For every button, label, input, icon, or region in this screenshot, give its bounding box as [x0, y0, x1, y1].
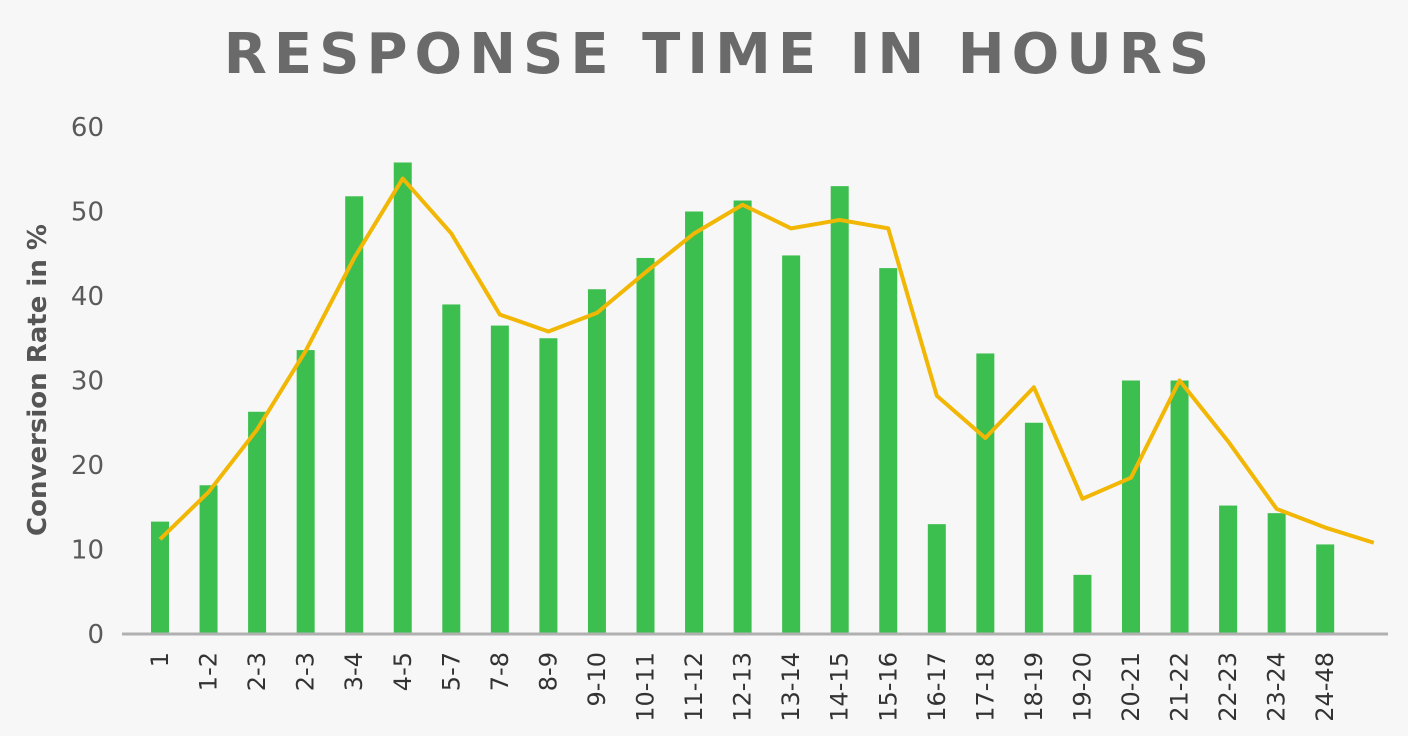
x-tick-label: 22-23: [1214, 652, 1242, 722]
bar: [927, 524, 946, 634]
bar: [1024, 422, 1043, 634]
bar: [151, 521, 169, 634]
x-tick-label: 18-19: [1020, 652, 1048, 722]
bar: [490, 325, 509, 634]
x-tick-label: 23-24: [1263, 652, 1291, 722]
x-tick-label: 13-14: [777, 652, 805, 722]
bar: [345, 196, 364, 635]
x-tick-label: 11-12: [680, 652, 708, 722]
x-tick-label: 10-11: [632, 652, 660, 722]
y-tick-label: 60: [71, 113, 104, 143]
bar: [636, 257, 655, 634]
bar: [442, 304, 461, 634]
chart-title: RESPONSE TIME IN HOURS: [223, 22, 1217, 87]
y-axis-ticks: 0 10 20 30 40 50 60: [71, 113, 104, 650]
bar: [782, 255, 801, 634]
x-tick-label: 7-8: [486, 652, 514, 691]
x-tick-label: 2-3: [292, 652, 320, 691]
x-axis-ticks: 1 1-2 2-3 2-3 3-4 4-5 5-7 7-8 8-9 9-10 10-11 11-12 1…: [146, 652, 1339, 722]
bar: [248, 411, 267, 634]
x-tick-label: 19-20: [1068, 652, 1096, 722]
x-tick-label: 21-22: [1166, 652, 1194, 722]
bar: [199, 485, 218, 634]
x-tick-label: 1-2: [195, 652, 223, 691]
x-tick-label: 5-7: [437, 652, 465, 691]
y-tick-label: 50: [71, 198, 104, 228]
x-tick-label: 3-4: [340, 652, 368, 691]
x-tick-label: 14-15: [826, 652, 854, 722]
x-tick-label: 24-48: [1311, 652, 1339, 722]
bar: [296, 350, 315, 634]
y-tick-label: 30: [71, 367, 104, 397]
bar: [685, 211, 704, 634]
x-tick-label: 17-18: [971, 652, 999, 722]
x-tick-label: 8-9: [534, 652, 562, 691]
x-tick-label: 9-10: [583, 652, 611, 706]
y-tick-label: 10: [71, 536, 104, 566]
x-tick-label: 12-13: [729, 652, 757, 722]
y-tick-label: 40: [71, 282, 104, 312]
bar: [1267, 513, 1286, 634]
bar: [976, 353, 995, 634]
bar: [393, 162, 412, 635]
bar-series: [151, 162, 1335, 635]
y-tick-label: 20: [71, 451, 104, 481]
bar: [1170, 380, 1189, 634]
x-tick-label: 4-5: [389, 652, 417, 691]
bar: [1219, 505, 1238, 634]
bar: [1122, 380, 1140, 634]
x-tick-label: 20-21: [1117, 652, 1145, 722]
bar: [830, 186, 849, 634]
bar: [587, 289, 606, 634]
y-tick-label: 0: [87, 620, 104, 650]
bar: [1073, 574, 1092, 634]
x-tick-label: 1: [146, 652, 174, 667]
bar: [539, 338, 558, 634]
x-tick-label: 16-17: [923, 652, 951, 722]
x-tick-label: 15-16: [874, 652, 902, 722]
bar: [733, 200, 752, 634]
bar: [1316, 544, 1335, 634]
x-tick-label: 2-3: [243, 652, 271, 691]
trend-line: [158, 176, 1375, 545]
bar: [879, 268, 898, 634]
